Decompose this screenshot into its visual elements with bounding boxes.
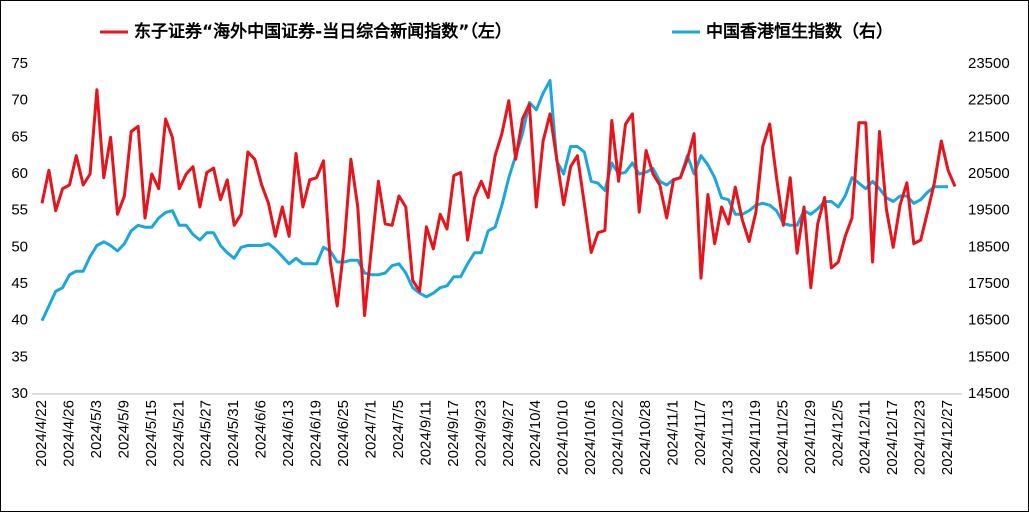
y-tick-label: 45 bbox=[11, 275, 28, 292]
x-tick-label: 2024/10/4 bbox=[527, 400, 544, 467]
x-tick-label: 2024/10/10 bbox=[555, 400, 572, 475]
y2-tick-label: 18500 bbox=[968, 238, 1010, 255]
y2-tick-label: 23500 bbox=[968, 55, 1010, 72]
x-tick-label: 2024/12/5 bbox=[829, 400, 846, 467]
y2-tick-label: 14500 bbox=[968, 385, 1010, 402]
x-tick-label: 2024/5/3 bbox=[88, 400, 105, 458]
x-tick-label: 2024/4/26 bbox=[60, 400, 77, 467]
x-tick-label: 2024/5/15 bbox=[143, 400, 160, 467]
x-tick-label: 2024/4/22 bbox=[33, 400, 50, 467]
x-tick-label: 2024/11/1 bbox=[665, 400, 682, 466]
x-tick-label: 2024/6/25 bbox=[335, 400, 352, 467]
y-tick-label: 30 bbox=[11, 385, 28, 402]
y-tick-label: 60 bbox=[11, 165, 28, 182]
x-tick-label: 2024/11/13 bbox=[719, 400, 736, 474]
y2-tick-label: 16500 bbox=[968, 312, 1010, 329]
x-tick-label: 2024/11/29 bbox=[802, 400, 819, 474]
y2-tick-label: 20500 bbox=[968, 165, 1010, 182]
x-tick-label: 2024/10/16 bbox=[582, 400, 599, 475]
x-tick-label: 2024/12/23 bbox=[912, 400, 929, 475]
y2-tick-label: 22500 bbox=[968, 92, 1010, 109]
y-tick-label: 50 bbox=[11, 238, 28, 255]
y-tick-label: 40 bbox=[11, 312, 28, 329]
x-tick-label: 2024/5/9 bbox=[115, 400, 132, 458]
x-tick-label: 2024/10/28 bbox=[637, 400, 654, 475]
x-tick-label: 2024/12/27 bbox=[939, 400, 956, 475]
x-tick-label: 2024/6/13 bbox=[280, 400, 297, 467]
x-tick-label: 2024/11/25 bbox=[774, 400, 791, 474]
x-tick-label: 2024/5/27 bbox=[198, 400, 215, 467]
x-tick-label: 2024/9/17 bbox=[445, 400, 462, 467]
y-tick-label: 65 bbox=[11, 128, 28, 145]
x-tick-label: 2024/12/11 bbox=[857, 400, 874, 474]
x-tick-label: 2024/11/7 bbox=[692, 400, 709, 466]
y-tick-label: 35 bbox=[11, 348, 28, 365]
x-tick-label: 2024/9/27 bbox=[500, 400, 517, 467]
x-tick-label: 2024/7/1 bbox=[362, 400, 379, 458]
x-tick-label: 2024/9/23 bbox=[472, 400, 489, 467]
y2-tick-label: 21500 bbox=[968, 128, 1010, 145]
y2-tick-label: 17500 bbox=[968, 275, 1010, 292]
x-tick-label: 2024/6/19 bbox=[308, 400, 325, 467]
series-line bbox=[40, 79, 949, 322]
x-tick-label: 2024/6/6 bbox=[253, 400, 270, 458]
x-tick-label: 2024/10/22 bbox=[610, 400, 627, 475]
x-tick-label: 2024/9/11 bbox=[417, 400, 434, 466]
y-tick-label: 70 bbox=[11, 92, 28, 109]
series-line bbox=[40, 88, 957, 317]
legend-label: 东子证券“海外中国证券-当日综合新闻指数”（左） bbox=[134, 21, 512, 42]
y2-tick-label: 15500 bbox=[968, 348, 1010, 365]
y-tick-label: 75 bbox=[11, 55, 28, 72]
x-tick-label: 2024/5/31 bbox=[225, 400, 242, 467]
x-tick-label: 2024/7/5 bbox=[390, 400, 407, 458]
y2-tick-label: 19500 bbox=[968, 202, 1010, 219]
x-tick-label: 2024/5/21 bbox=[170, 400, 187, 467]
y-tick-label: 55 bbox=[11, 202, 28, 219]
legend-label: 中国香港恒生指数（右） bbox=[706, 21, 893, 42]
x-tick-label: 2024/11/19 bbox=[747, 400, 764, 474]
x-tick-label: 2024/12/17 bbox=[884, 400, 901, 475]
